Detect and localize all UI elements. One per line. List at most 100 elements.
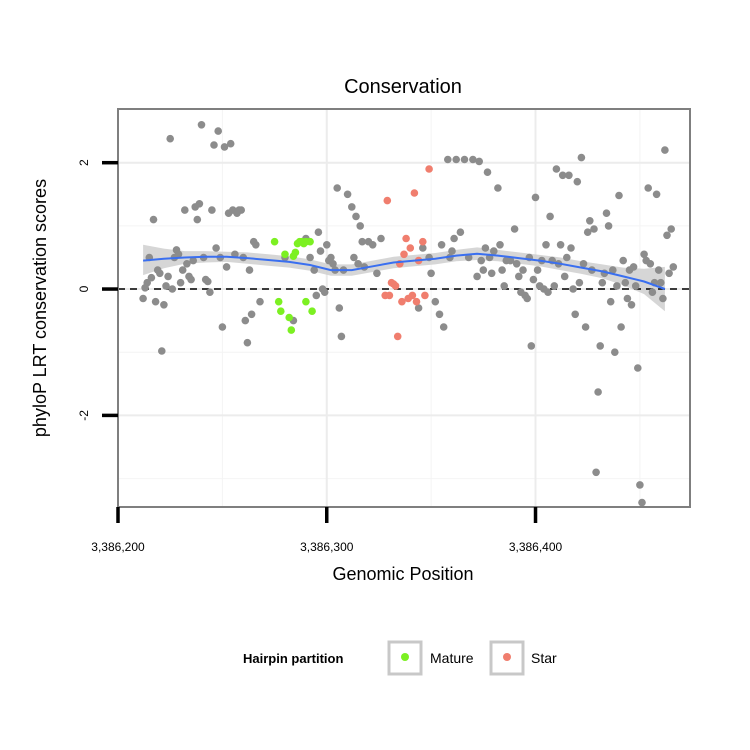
point-other bbox=[316, 247, 325, 255]
point-other bbox=[164, 272, 172, 281]
point-other bbox=[569, 285, 577, 293]
point-other bbox=[237, 206, 245, 214]
point-other bbox=[571, 310, 579, 319]
point-other bbox=[606, 297, 615, 306]
point-other bbox=[611, 348, 619, 357]
point-mature bbox=[287, 326, 296, 334]
point-other bbox=[490, 247, 498, 255]
point-other bbox=[661, 146, 669, 154]
point-other bbox=[189, 256, 197, 265]
point-other bbox=[487, 269, 496, 278]
point-other bbox=[183, 260, 191, 268]
point-other bbox=[483, 168, 492, 176]
point-other bbox=[310, 266, 319, 274]
point-other bbox=[592, 468, 600, 477]
chart-title: Conservation bbox=[344, 76, 462, 98]
smooth-curve bbox=[143, 252, 666, 290]
point-other bbox=[469, 155, 477, 164]
x-axis: 3,386,200 3,386,300 3,386,400 bbox=[91, 507, 563, 554]
point-other bbox=[544, 288, 552, 297]
point-other bbox=[638, 498, 646, 507]
point-other bbox=[531, 193, 540, 202]
point-star bbox=[412, 297, 421, 306]
point-other bbox=[439, 323, 448, 331]
point-other bbox=[435, 310, 444, 319]
point-other bbox=[552, 165, 561, 173]
point-other bbox=[629, 263, 638, 271]
y-tick-label: 0 bbox=[77, 285, 91, 292]
point-other bbox=[529, 275, 538, 284]
point-other bbox=[609, 266, 617, 274]
point-other bbox=[368, 241, 377, 249]
point-mature bbox=[306, 237, 314, 246]
point-mature bbox=[302, 297, 310, 306]
point-star bbox=[383, 196, 392, 205]
point-star bbox=[400, 250, 408, 259]
point-mature bbox=[274, 297, 283, 306]
point-other bbox=[162, 282, 170, 290]
point-other bbox=[652, 190, 661, 199]
point-other bbox=[437, 241, 446, 249]
point-other bbox=[496, 241, 504, 249]
point-other bbox=[598, 278, 607, 287]
point-other bbox=[460, 155, 469, 164]
point-other bbox=[481, 244, 490, 252]
point-other bbox=[427, 269, 435, 278]
point-other bbox=[596, 342, 604, 350]
point-other bbox=[523, 294, 531, 303]
point-other bbox=[160, 301, 168, 309]
point-other bbox=[617, 323, 625, 331]
point-other bbox=[473, 272, 481, 281]
point-star bbox=[408, 291, 417, 300]
point-other bbox=[149, 215, 158, 224]
point-other bbox=[577, 153, 586, 162]
point-other bbox=[314, 228, 323, 236]
point-other bbox=[636, 481, 644, 489]
point-other bbox=[214, 127, 222, 135]
point-other bbox=[550, 282, 559, 290]
point-star bbox=[393, 332, 402, 341]
point-other bbox=[168, 285, 177, 293]
point-other bbox=[546, 212, 554, 221]
point-other bbox=[444, 155, 452, 164]
point-mature bbox=[291, 248, 300, 257]
point-other bbox=[197, 121, 206, 129]
point-other bbox=[187, 275, 195, 284]
point-other bbox=[174, 250, 183, 259]
point-other bbox=[220, 143, 229, 151]
point-other bbox=[247, 310, 256, 319]
point-other bbox=[333, 184, 342, 192]
point-other bbox=[204, 277, 212, 286]
point-other bbox=[181, 206, 189, 214]
point-other bbox=[256, 297, 264, 306]
point-other bbox=[500, 282, 509, 290]
point-other bbox=[329, 260, 337, 268]
point-star bbox=[406, 244, 415, 252]
point-other bbox=[306, 253, 314, 262]
point-other bbox=[590, 225, 598, 233]
point-other bbox=[245, 266, 254, 274]
point-other bbox=[602, 209, 611, 217]
panel-border bbox=[117, 108, 691, 508]
point-other bbox=[515, 272, 523, 281]
point-mature bbox=[281, 250, 289, 259]
legend-dot-mature bbox=[401, 653, 409, 661]
point-other bbox=[350, 253, 358, 262]
point-mature bbox=[285, 313, 294, 322]
point-other bbox=[567, 244, 575, 252]
point-star bbox=[398, 297, 406, 306]
point-other bbox=[147, 273, 156, 282]
plot-background bbox=[118, 109, 690, 507]
point-other bbox=[663, 231, 671, 240]
point-other bbox=[669, 263, 678, 271]
x-tick-label: 3,386,300 bbox=[300, 540, 354, 554]
point-other bbox=[358, 237, 367, 246]
point-other bbox=[348, 203, 356, 211]
point-other bbox=[665, 269, 673, 278]
point-other bbox=[218, 323, 227, 331]
point-other bbox=[613, 282, 621, 290]
point-star bbox=[402, 234, 410, 243]
point-other bbox=[604, 222, 613, 230]
point-other bbox=[212, 244, 220, 252]
point-other bbox=[419, 244, 427, 252]
